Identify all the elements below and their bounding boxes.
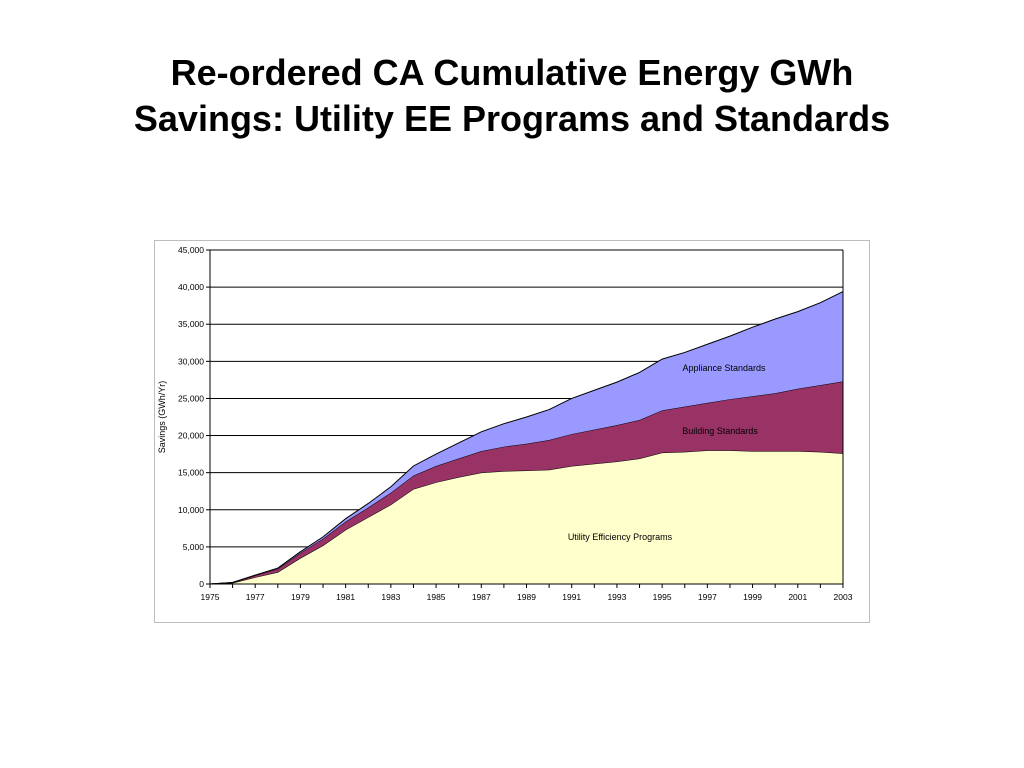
y-tick-label-10000: 10,000 <box>178 505 204 515</box>
y-tick-label-0: 0 <box>199 579 204 589</box>
x-tick-label-1993: 1993 <box>607 592 626 602</box>
slide-title-line-2: Savings: Utility EE Programs and Standar… <box>133 98 891 139</box>
chart-frame: 0 5,000 10,000 15,000 20,000 25,000 30,000 35,0… <box>154 240 870 623</box>
y-tick-label-35000: 35,000 <box>178 319 204 329</box>
x-tick-label-1987: 1987 <box>472 592 491 602</box>
x-tick-label-1989: 1989 <box>517 592 536 602</box>
area-labels: Utility Efficiency Programs Building Sta… <box>568 363 766 542</box>
area-label-utility-efficiency-programs: Utility Efficiency Programs <box>568 532 673 542</box>
y-tick-label-15000: 15,000 <box>178 468 204 478</box>
y-tick-label-30000: 30,000 <box>178 356 204 366</box>
x-tick-label-1977: 1977 <box>246 592 265 602</box>
area-building-standards <box>210 381 843 584</box>
x-tick-label-2001: 2001 <box>788 592 807 602</box>
x-tick-label-1981: 1981 <box>336 592 355 602</box>
x-tick-label-1985: 1985 <box>427 592 446 602</box>
x-tick-label-1975: 1975 <box>201 592 220 602</box>
y-tick-label-25000: 25,000 <box>178 393 204 403</box>
x-tick-label-1995: 1995 <box>653 592 672 602</box>
area-utility-efficiency-programs <box>210 450 843 584</box>
y-tick-label-5000: 5,000 <box>183 542 205 552</box>
area-appliance-standards <box>210 291 843 584</box>
area-label-appliance-standards: Appliance Standards <box>682 363 766 373</box>
x-tick-label-1979: 1979 <box>291 592 310 602</box>
y-tick-label-40000: 40,000 <box>178 282 204 292</box>
y-axis-label: Savings (GWh/Yr) <box>157 381 167 454</box>
x-tick-label-1999: 1999 <box>743 592 762 602</box>
y-tick-label-45000: 45,000 <box>178 245 204 255</box>
x-tick-label-2003: 2003 <box>834 592 853 602</box>
x-tick-label-1997: 1997 <box>698 592 717 602</box>
x-tick-label-1991: 1991 <box>562 592 581 602</box>
x-tick-label-1983: 1983 <box>381 592 400 602</box>
stacked-area-chart: 0 5,000 10,000 15,000 20,000 25,000 30,000 35,0… <box>157 245 853 602</box>
area-edge-appliance-standards <box>209 291 844 585</box>
slide-title: Re-ordered CA Cumulative Energy GWh Savi… <box>0 50 1024 142</box>
areas <box>209 291 844 585</box>
axes <box>206 249 844 588</box>
area-label-building-standards: Building Standards <box>682 426 758 436</box>
slide-title-line-1: Re-ordered CA Cumulative Energy GWh <box>170 52 854 93</box>
y-tick-label-20000: 20,000 <box>178 431 204 441</box>
tick-labels: 0 5,000 10,000 15,000 20,000 25,000 30,000 35,0… <box>178 245 853 602</box>
